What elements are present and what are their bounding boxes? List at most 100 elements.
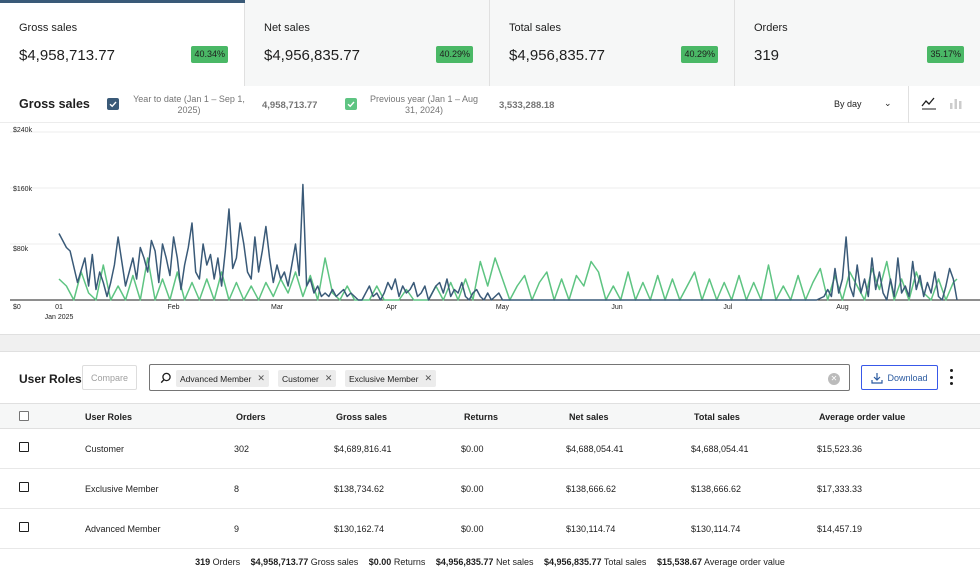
- current-series-line: [58, 183, 958, 301]
- download-label: Download: [887, 372, 928, 383]
- total-gross-sales: $4,958,713.77 Gross sales: [250, 557, 359, 567]
- cell-orders[interactable]: 302: [234, 444, 250, 454]
- cell-returns: $0.00: [461, 444, 484, 454]
- cell-net-sales: $138,666.62: [566, 484, 617, 494]
- column-header[interactable]: Total sales: [694, 412, 740, 422]
- table-row: Exclusive Member 8 $138,734.62 $0.00 $13…: [0, 469, 980, 509]
- y-tick-label: $0: [13, 304, 21, 311]
- row-checkbox[interactable]: [19, 442, 29, 452]
- tile-label: Net sales: [264, 22, 310, 34]
- x-tick-label: Apr: [386, 304, 398, 311]
- close-icon[interactable]: ✕: [324, 373, 333, 383]
- divider: [908, 86, 909, 123]
- x-tick-label: May: [495, 304, 510, 311]
- sales-line-chart: [10, 131, 980, 301]
- total-returns: $0.00 Returns: [368, 557, 426, 567]
- table-row: Advanced Member 9 $130,162.74 $0.00 $130…: [0, 509, 980, 549]
- cell-average-order: $17,333.33: [817, 484, 863, 494]
- download-icon: [871, 372, 884, 384]
- table-row: Customer 302 $4,689,816.41 $0.00 $4,688,…: [0, 429, 980, 469]
- cell-orders[interactable]: 8: [234, 484, 240, 494]
- column-header[interactable]: Net sales: [569, 412, 609, 422]
- total-orders: 319 Orders: [195, 557, 241, 567]
- line-chart-icon[interactable]: [921, 96, 937, 110]
- column-header[interactable]: Returns: [464, 412, 499, 422]
- compare-button[interactable]: Compare: [82, 365, 137, 390]
- tile-net-sales[interactable]: Net sales $4,956,835.77 40.29%: [245, 0, 490, 86]
- x-tick-sublabel: Jan 2025: [44, 314, 74, 321]
- tile-value: $4,958,713.77: [19, 47, 115, 64]
- cell-net-sales: $130,114.74: [566, 524, 616, 534]
- cell-total-sales: $130,114.74: [691, 524, 741, 534]
- row-checkbox[interactable]: [19, 522, 29, 532]
- table-totals-summary: 319 Orders $4,958,713.77 Gross sales $0.…: [0, 557, 980, 578]
- cell-average-order: $14,457.19: [817, 524, 863, 534]
- y-tick-label: $160k: [13, 186, 33, 193]
- total-net-sales: $4,956,835.77 Net sales: [435, 557, 534, 567]
- previous-series-legend: Previous year (Jan 1 – Aug 31, 2024): [369, 94, 479, 115]
- chevron-down-icon[interactable]: ⌄: [884, 98, 892, 108]
- column-header[interactable]: Gross sales: [336, 412, 388, 422]
- y-tick-label: $240k: [13, 127, 33, 134]
- tile-label: Orders: [754, 22, 788, 34]
- previous-series-checkbox[interactable]: [345, 98, 357, 110]
- tile-total-sales[interactable]: Total sales $4,956,835.77 40.29%: [490, 0, 735, 86]
- cell-orders[interactable]: 9: [234, 524, 240, 534]
- chart-header: Gross sales Year to date (Jan 1 – Sep 1,…: [0, 86, 980, 123]
- table-header: User Roles Orders Gross sales Returns Ne…: [0, 403, 980, 429]
- delta-badge: 40.29%: [681, 46, 718, 63]
- chart-title: Gross sales: [19, 97, 90, 111]
- delta-badge: 40.29%: [436, 46, 473, 63]
- cell-average-order: $15,523.36: [817, 444, 863, 454]
- close-icon[interactable]: ✕: [424, 373, 432, 383]
- total-total-sales: $4,956,835.77 Total sales: [543, 557, 647, 567]
- cell-role: Customer: [85, 444, 125, 454]
- user-roles-panel: User Roles Compare Advanced Member ✕ Cus…: [0, 351, 980, 578]
- cell-returns: $0.00: [461, 484, 484, 494]
- cell-role: Advanced Member: [85, 524, 161, 534]
- search-icon: [160, 372, 171, 384]
- cell-net-sales: $4,688,054.41: [566, 444, 624, 454]
- chip-label: Exclusive Member: [349, 373, 419, 384]
- close-icon[interactable]: ✕: [257, 373, 265, 383]
- current-series-legend: Year to date (Jan 1 – Sep 1, 2025): [133, 94, 245, 115]
- tile-orders[interactable]: Orders 319 35.17%: [735, 0, 980, 86]
- current-series-checkbox[interactable]: [107, 98, 119, 110]
- delta-badge: 40.34%: [191, 46, 228, 63]
- more-options-icon[interactable]: [946, 369, 956, 385]
- tile-label: Gross sales: [19, 22, 78, 34]
- tile-gross-sales[interactable]: Gross sales $4,958,713.77 40.34%: [0, 0, 245, 86]
- cell-gross-sales: $4,689,816.41: [334, 444, 392, 454]
- column-header[interactable]: User Roles: [85, 412, 133, 422]
- chip-label: Customer: [282, 373, 319, 384]
- current-series-total: 4,958,713.77: [262, 100, 318, 111]
- bar-chart-icon[interactable]: [949, 96, 963, 110]
- download-button[interactable]: Download: [861, 365, 938, 390]
- cell-returns: $0.00: [461, 524, 484, 534]
- x-tick-label: 01: [55, 304, 63, 311]
- column-header[interactable]: Average order value: [819, 412, 906, 422]
- column-header[interactable]: Orders: [236, 412, 266, 422]
- tile-value: $4,956,835.77: [509, 47, 605, 64]
- chart-panel: Gross sales Year to date (Jan 1 – Sep 1,…: [0, 86, 980, 335]
- x-tick-label: Feb: [167, 304, 180, 311]
- cell-total-sales: $4,688,054.41: [691, 444, 749, 454]
- row-checkbox[interactable]: [19, 482, 29, 492]
- total-average-order: $15,538.67 Average order value: [656, 557, 785, 567]
- cell-gross-sales: $130,162.74: [334, 524, 385, 534]
- filter-chip[interactable]: Advanced Member ✕: [176, 370, 269, 387]
- filter-chip[interactable]: Exclusive Member ✕: [345, 370, 436, 387]
- check-icon: [347, 101, 355, 108]
- filter-chip[interactable]: Customer ✕: [278, 370, 337, 387]
- previous-series-total: 3,533,288.18: [499, 100, 555, 111]
- x-tick-label: Jul: [723, 304, 733, 311]
- check-icon: [109, 101, 117, 108]
- delta-badge: 35.17%: [927, 46, 964, 63]
- interval-select[interactable]: By day: [834, 99, 862, 109]
- search-input[interactable]: Advanced Member ✕ Customer ✕ Exclusive M…: [149, 364, 850, 391]
- tile-value: $4,956,835.77: [264, 47, 360, 64]
- select-all-checkbox[interactable]: [19, 411, 29, 421]
- clear-icon[interactable]: ✕: [828, 373, 840, 385]
- previous-series-line: [58, 257, 958, 301]
- chip-label: Advanced Member: [180, 373, 252, 384]
